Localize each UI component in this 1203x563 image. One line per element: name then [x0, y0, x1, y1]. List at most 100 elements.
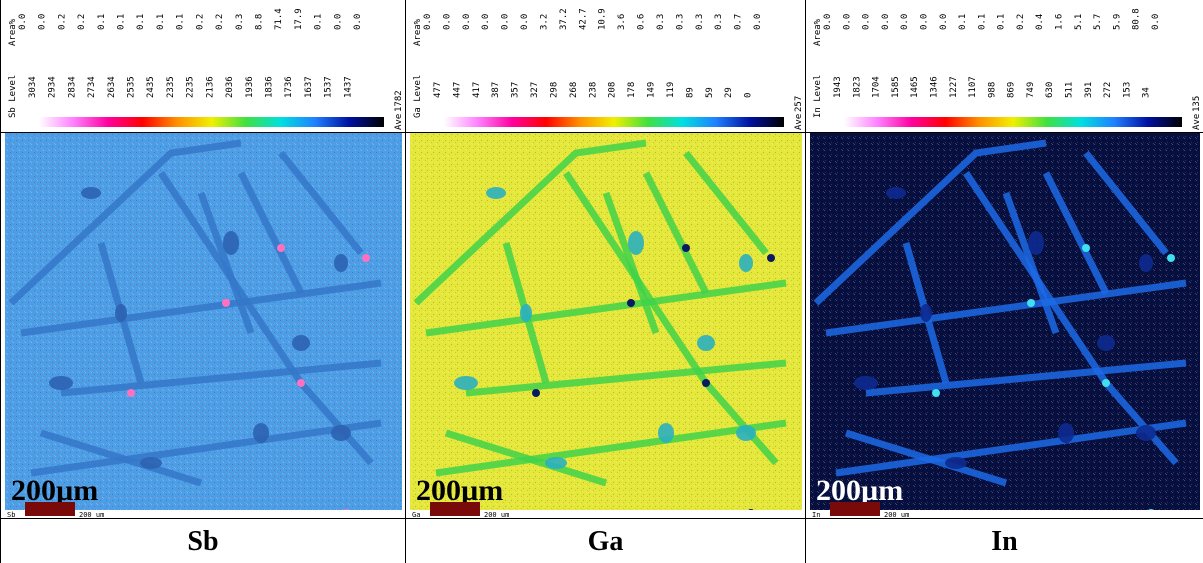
level-value: 2036: [225, 76, 235, 98]
level-value: 477: [433, 82, 443, 98]
map-blob: [920, 304, 932, 322]
map-blob: [1136, 425, 1156, 441]
map-blob: [115, 304, 127, 322]
area-value: 0.0: [939, 14, 949, 30]
map-blob: [739, 254, 753, 272]
area-value: 0.0: [38, 14, 48, 30]
area-value: 0.3: [235, 14, 245, 30]
level-value: 238: [588, 82, 598, 98]
area-value: 0.3: [675, 14, 685, 30]
map-streak: [1083, 150, 1169, 256]
level-value: 387: [491, 82, 501, 98]
area-value: 1.6: [1055, 14, 1065, 30]
map-spot: [767, 254, 775, 262]
map-blob: [292, 335, 310, 351]
level-value: 268: [569, 82, 579, 98]
map-border: [1, 132, 406, 133]
level-value: 2834: [67, 76, 77, 98]
level-value: 1736: [284, 76, 294, 98]
area-value: 0.2: [215, 14, 225, 30]
scale-strip: [5, 510, 402, 518]
area-value: 0.0: [1151, 14, 1161, 30]
map-streak: [1002, 191, 1060, 335]
map-streak: [60, 359, 382, 397]
area-value: 0.2: [1016, 14, 1026, 30]
scale-text: 200µm: [11, 474, 98, 507]
area-value: 8.8: [254, 14, 264, 30]
map-blob: [486, 187, 506, 199]
level-value: 34: [1142, 87, 1152, 98]
area-value: 0.2: [195, 14, 205, 30]
map-blob: [520, 304, 532, 322]
level-value: 1227: [949, 76, 959, 98]
element-panel: Sb Level Area% 0.0 0.0 0.2 0.2 0.1 0.1 0.1 0.1 0.1…: [0, 0, 406, 563]
map-tag: In: [812, 511, 820, 518]
map-streak: [237, 171, 305, 295]
area-value: 0.1: [958, 14, 968, 30]
map-blob: [697, 335, 715, 351]
level-value: 272: [1103, 82, 1113, 98]
map-border: [806, 132, 1203, 133]
area-value: 0.0: [333, 14, 343, 30]
level-value: 1107: [968, 76, 978, 98]
map-blob: [1139, 254, 1153, 272]
map-blob: [736, 425, 756, 441]
level-label: Ga Level: [413, 75, 423, 118]
area-value: 0.1: [977, 14, 987, 30]
level-value: 2435: [146, 76, 156, 98]
scale-bar: [830, 502, 880, 516]
level-value: 119: [666, 82, 676, 98]
level-label: Sb Level: [8, 75, 18, 118]
scale-bar: [430, 502, 480, 516]
ave-value: 135: [1192, 96, 1202, 112]
map-blob: [886, 187, 906, 199]
caption: In: [806, 518, 1203, 563]
area-value: 10.9: [598, 8, 608, 30]
map-streak: [197, 191, 255, 335]
map-tag: Sb: [7, 511, 15, 518]
map-streak: [278, 150, 364, 256]
map-noise: [410, 133, 802, 510]
scale-bar-label: 200 um: [79, 511, 104, 518]
area-value: 0.1: [314, 14, 324, 30]
level-value: 1346: [929, 76, 939, 98]
map-streak: [465, 359, 787, 397]
area-value: 0.0: [442, 14, 452, 30]
map-blob: [545, 457, 567, 469]
level-value: 2734: [87, 76, 97, 98]
ave-label: Ave: [394, 114, 404, 130]
level-value: 749: [1026, 82, 1036, 98]
level-value: 1936: [245, 76, 255, 98]
map-streak: [20, 279, 382, 337]
level-value: 1943: [833, 76, 843, 98]
level-value: 2535: [127, 76, 137, 98]
level-value: 988: [987, 82, 997, 98]
level-value: 511: [1065, 82, 1075, 98]
map-blob: [1058, 423, 1074, 443]
area-value: 17.9: [294, 8, 304, 30]
level-value: 89: [685, 87, 695, 98]
level-value: 153: [1122, 82, 1132, 98]
map-spot: [532, 389, 540, 397]
map-streak: [683, 150, 769, 256]
level-value: 630: [1045, 82, 1055, 98]
level-value: 59: [705, 87, 715, 98]
level-value: 29: [724, 87, 734, 98]
area-value: 0.0: [353, 14, 363, 30]
map-spot: [682, 244, 690, 252]
area-value: 0.1: [117, 14, 127, 30]
color-bar: [39, 117, 384, 127]
map-streak: [1042, 171, 1110, 295]
area-value: 0.1: [136, 14, 146, 30]
area-value: 0.7: [734, 14, 744, 30]
map-spot: [297, 379, 305, 387]
map-spot: [127, 389, 135, 397]
area-value: 0.0: [900, 14, 910, 30]
map-spot: [1167, 254, 1175, 262]
ave-label: Ave: [1192, 114, 1202, 130]
level-value: 149: [647, 82, 657, 98]
area-value: 0.4: [1035, 14, 1045, 30]
area-value: 0.6: [637, 14, 647, 30]
map-noise: [5, 133, 402, 510]
scale-bar-label: 200 um: [884, 511, 909, 518]
